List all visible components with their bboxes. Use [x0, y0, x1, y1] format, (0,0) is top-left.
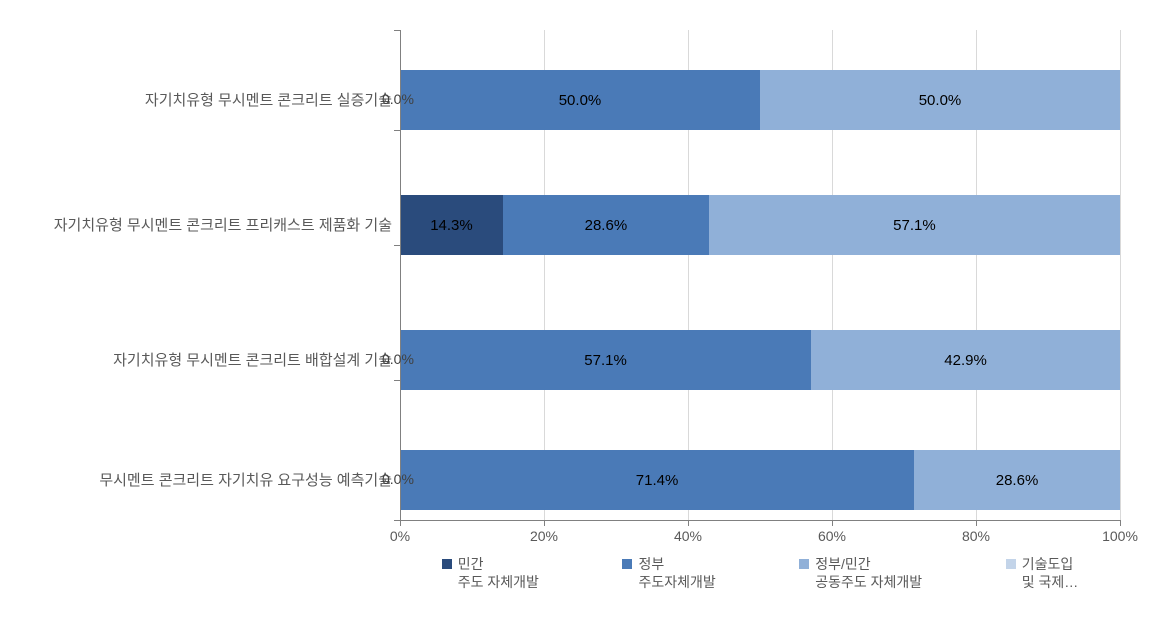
bar-row: 57.1% 42.9%: [400, 330, 1120, 390]
bar-segment-label: 28.6%: [585, 217, 628, 234]
bar-segment-label: 50.0%: [919, 92, 962, 109]
zero-value-label: 0.0%: [382, 471, 414, 487]
legend-item: 민간주도 자체개발: [442, 555, 539, 591]
bar-segment: 28.6%: [503, 195, 709, 255]
x-tick-label: 100%: [1102, 528, 1138, 544]
bar-segment-label: 71.4%: [636, 472, 679, 489]
x-tick: [544, 520, 545, 526]
legend: 민간주도 자체개발 정부주도자체개발 정부/민간공동주도 자체개발 기술도입및 국제…: [400, 555, 1120, 591]
x-tick-label: 80%: [962, 528, 990, 544]
legend-swatch: [442, 559, 452, 569]
x-axis: 0%20%40%60%80%100%: [400, 520, 1120, 545]
y-tick: [394, 30, 400, 31]
zero-value-label: 0.0%: [382, 351, 414, 367]
legend-item: 정부/민간공동주도 자체개발: [799, 555, 922, 591]
y-axis-label: 자기치유형 무시멘트 콘크리트 프리캐스트 제품화 기술: [12, 215, 392, 236]
bar-row: 50.0% 50.0%: [400, 70, 1120, 130]
legend-item: 기술도입및 국제…: [1006, 555, 1079, 591]
plot-area: 50.0% 50.0% 14.3% 28.6% 57.1% 57.1% 42.9% 71.4%…: [400, 30, 1120, 520]
y-tick: [394, 130, 400, 131]
bar-segment: 71.4%: [400, 450, 914, 510]
x-tick: [400, 520, 401, 526]
legend-swatch: [622, 559, 632, 569]
bar-segment: 42.9%: [811, 330, 1120, 390]
x-tick: [688, 520, 689, 526]
bar-row: 71.4% 28.6%: [400, 450, 1120, 510]
y-tick: [394, 520, 400, 521]
legend-swatch: [1006, 559, 1016, 569]
x-tick: [832, 520, 833, 526]
bar-segment-label: 50.0%: [559, 92, 602, 109]
chart-container: 50.0% 50.0% 14.3% 28.6% 57.1% 57.1% 42.9% 71.4%…: [0, 0, 1172, 623]
legend-label: 기술도입및 국제…: [1022, 555, 1079, 591]
x-tick: [976, 520, 977, 526]
bar-segment-label: 57.1%: [893, 217, 936, 234]
bar-segment: 57.1%: [709, 195, 1120, 255]
legend-item: 정부주도자체개발: [622, 555, 715, 591]
bar-row: 14.3% 28.6% 57.1%: [400, 195, 1120, 255]
y-axis-label: 자기치유형 무시멘트 콘크리트 배합설계 기술: [12, 350, 392, 371]
y-axis-label: 무시멘트 콘크리트 자기치유 요구성능 예측기술: [12, 470, 392, 491]
bar-segment: 14.3%: [400, 195, 503, 255]
x-tick-label: 60%: [818, 528, 846, 544]
bar-segment: 50.0%: [760, 70, 1120, 130]
bar-segment-label: 42.9%: [944, 352, 987, 369]
bar-segment: 28.6%: [914, 450, 1120, 510]
bar-segment-label: 14.3%: [430, 217, 473, 234]
y-tick: [394, 245, 400, 246]
y-axis-label: 자기치유형 무시멘트 콘크리트 실증기술: [12, 90, 392, 111]
x-tick-label: 20%: [530, 528, 558, 544]
legend-label: 정부주도자체개발: [638, 555, 715, 591]
bar-segment: 57.1%: [400, 330, 811, 390]
legend-swatch: [799, 559, 809, 569]
legend-label: 정부/민간공동주도 자체개발: [815, 555, 922, 591]
x-tick: [1120, 520, 1121, 526]
grid-line: [1120, 30, 1121, 520]
x-tick-label: 40%: [674, 528, 702, 544]
x-tick-label: 0%: [390, 528, 410, 544]
bar-segment-label: 57.1%: [584, 352, 627, 369]
y-tick: [394, 380, 400, 381]
zero-value-label: 0.0%: [382, 91, 414, 107]
legend-label: 민간주도 자체개발: [458, 555, 539, 591]
bar-segment-label: 28.6%: [996, 472, 1039, 489]
bar-segment: 50.0%: [400, 70, 760, 130]
